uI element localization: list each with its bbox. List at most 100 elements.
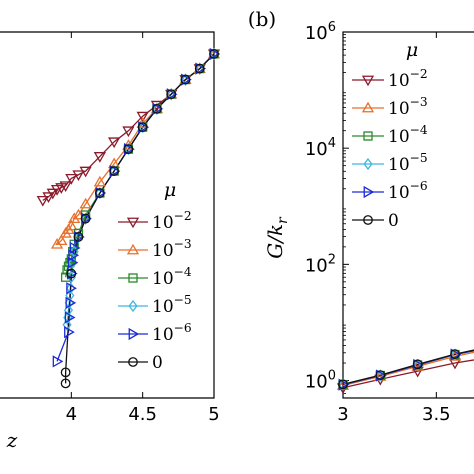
data-point xyxy=(136,111,149,123)
data-point xyxy=(412,359,423,370)
x-tick-label: 3.5 xyxy=(422,404,451,425)
panel-b-ylabel: G/kr xyxy=(263,216,291,259)
legend-marker xyxy=(128,273,138,283)
series-line xyxy=(342,349,474,385)
panel-a-xlabel: z xyxy=(6,428,18,452)
legend-marker xyxy=(363,157,373,171)
y-tick-label: 104 xyxy=(305,136,336,160)
data-point xyxy=(80,213,91,224)
legend-marker xyxy=(126,243,140,255)
x-tick-label: 3 xyxy=(337,404,348,425)
data-point xyxy=(122,126,135,138)
legend-title: μ xyxy=(164,179,176,201)
data-point xyxy=(62,318,72,331)
data-point xyxy=(50,237,64,249)
data-point xyxy=(64,325,75,339)
data-point xyxy=(68,212,81,224)
data-point xyxy=(60,378,71,389)
data-point xyxy=(65,296,77,309)
data-point xyxy=(59,181,72,193)
data-point xyxy=(65,219,78,231)
panel-b-lines xyxy=(342,349,474,389)
data-point xyxy=(66,282,77,295)
legend-marker xyxy=(126,217,140,229)
legend-label: 10−3 xyxy=(388,95,428,119)
x-tick-label: 5 xyxy=(208,404,219,425)
data-point xyxy=(65,173,78,185)
legend-title: μ xyxy=(406,39,418,61)
data-point xyxy=(59,226,72,238)
legend-label: 10−2 xyxy=(388,67,428,91)
legend-label: 10−2 xyxy=(152,209,192,233)
data-point xyxy=(67,256,79,269)
data-point xyxy=(55,234,68,246)
panel-a: 4 4.5 5 z μ10−210−310−410−510−60 xyxy=(0,31,221,452)
legend-label: 10−6 xyxy=(152,321,192,345)
data-point xyxy=(450,349,460,359)
data-point xyxy=(209,49,219,59)
data-point xyxy=(62,223,75,235)
panel-b-ticks: 3 3.5 100 102 104 106 xyxy=(305,20,451,425)
legend-marker xyxy=(363,215,373,225)
legend-marker xyxy=(128,357,138,367)
data-point xyxy=(94,188,105,198)
legend-label: 10−5 xyxy=(388,151,428,175)
data-point xyxy=(375,370,386,380)
data-point xyxy=(137,122,148,133)
y-tick-label: 106 xyxy=(305,20,336,44)
data-point xyxy=(338,379,348,390)
legend-label: 10−6 xyxy=(388,179,428,203)
y-tick-label: 102 xyxy=(305,252,336,276)
data-point xyxy=(93,175,106,187)
data-point xyxy=(68,249,80,262)
legend-marker xyxy=(363,185,375,199)
legend-label: 10−4 xyxy=(152,265,192,289)
legend-marker xyxy=(128,327,140,341)
data-point xyxy=(36,195,49,207)
x-tick-label: 4.5 xyxy=(128,404,157,425)
data-point xyxy=(108,137,121,149)
data-point xyxy=(72,170,85,182)
data-point xyxy=(79,197,92,209)
panel-b-markers xyxy=(336,348,462,395)
data-point xyxy=(46,188,59,200)
legend-label: 0 xyxy=(388,211,399,231)
data-point xyxy=(60,367,71,378)
data-point xyxy=(123,144,134,155)
data-point xyxy=(66,254,76,264)
legend-label: 10−3 xyxy=(152,237,192,261)
data-point xyxy=(79,166,92,178)
legend-marker xyxy=(361,75,375,87)
data-point xyxy=(109,166,120,176)
panel-b-label: (b) xyxy=(248,7,276,31)
legend-label: 10−5 xyxy=(152,293,192,317)
legend-marker xyxy=(128,299,138,313)
panel-a-markers xyxy=(36,47,221,389)
data-point xyxy=(73,232,84,242)
panel-a-frame xyxy=(0,31,215,399)
x-tick-label: 4 xyxy=(66,404,77,425)
data-point xyxy=(42,192,55,204)
data-point xyxy=(69,241,81,255)
data-point xyxy=(52,355,64,368)
panel-b: (b) 3 3.5 100 102 104 106 G/kr μ 10−2 10−3 10−4 1… xyxy=(248,7,474,425)
series-line xyxy=(342,359,474,389)
data-point xyxy=(64,311,76,324)
data-point xyxy=(180,74,191,85)
data-point xyxy=(194,63,205,74)
y-tick-label: 100 xyxy=(305,369,336,393)
data-point xyxy=(93,152,106,163)
legend-label: 0 xyxy=(152,353,163,373)
panel-b-legend: μ 10−2 10−3 10−4 10−5 10−6 0 xyxy=(352,39,428,231)
series-line xyxy=(342,351,474,387)
panel-a-ticks: 4 4.5 5 xyxy=(66,32,220,425)
legend-label: 10−4 xyxy=(388,123,428,147)
data-point xyxy=(66,268,77,279)
panel-a-legend: μ 10−2 10−3 10−4 10−5 10−6 0 xyxy=(112,176,212,380)
legend-marker xyxy=(361,101,375,113)
y-axis-label: G/kr xyxy=(263,216,291,259)
data-point xyxy=(152,103,162,114)
legend-marker xyxy=(363,131,373,141)
